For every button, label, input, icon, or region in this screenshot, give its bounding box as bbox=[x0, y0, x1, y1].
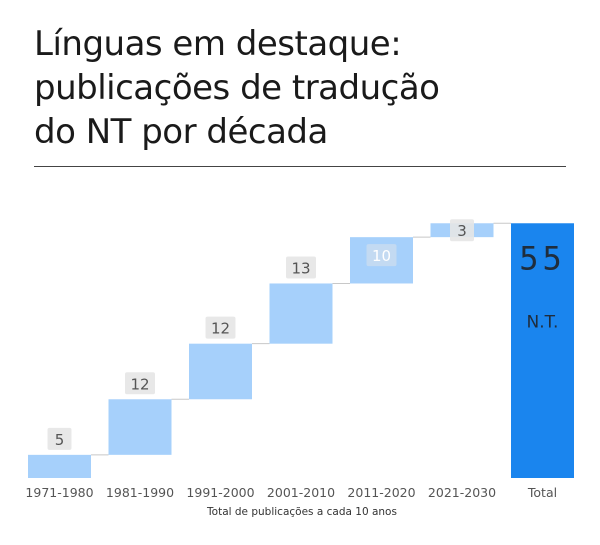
total-sub-label: N.T. bbox=[527, 312, 559, 332]
bar-2001-2010 bbox=[269, 283, 333, 344]
x-tick-label-2021-2030: 2021-2030 bbox=[428, 485, 496, 500]
bar-1971-1980 bbox=[28, 454, 91, 478]
data-label-bg-1991-2000 bbox=[205, 316, 236, 339]
x-tick-label-2001-2010: 2001-2010 bbox=[267, 485, 335, 500]
data-label-2021-2030: 3 bbox=[457, 222, 467, 240]
data-label-2001-2010: 13 bbox=[291, 259, 310, 277]
bar-1981-1990 bbox=[108, 399, 172, 455]
x-tick-label-2011-2020: 2011-2020 bbox=[347, 485, 415, 500]
x-tick-label-1981-1990: 1981-1990 bbox=[106, 485, 174, 500]
data-label-2011-2020: 10 bbox=[372, 247, 391, 265]
bar-2011-2020 bbox=[350, 237, 413, 284]
title-line-1: Línguas em destaque: bbox=[34, 24, 402, 64]
bar-1991-2000 bbox=[189, 343, 252, 400]
data-label-bg-1981-1990 bbox=[125, 372, 155, 395]
bar-total bbox=[511, 223, 574, 478]
data-label-bg-1971-1980 bbox=[47, 427, 72, 450]
x-tick-label-1991-2000: 1991-2000 bbox=[186, 485, 254, 500]
data-label-1981-1990: 12 bbox=[130, 375, 149, 393]
title-line-3: do NT por década bbox=[34, 112, 328, 152]
x-axis-label: Total de publicações a cada 10 anos bbox=[206, 506, 397, 518]
x-tick-label-total: Total bbox=[527, 485, 557, 500]
data-label-1971-1980: 5 bbox=[55, 431, 65, 449]
data-label-bg-2021-2030 bbox=[450, 219, 474, 242]
data-label-bg-2011-2020 bbox=[366, 244, 397, 267]
title-divider bbox=[34, 166, 566, 167]
total-value-label: 55 bbox=[519, 239, 566, 277]
title-line-2: publicações de tradução bbox=[34, 68, 440, 108]
data-label-bg-2001-2010 bbox=[286, 256, 316, 279]
data-label-1991-2000: 12 bbox=[211, 320, 230, 338]
chart-title: Línguas em destaque: publicações de trad… bbox=[34, 22, 574, 154]
x-tick-label-1971-1980: 1971-1980 bbox=[25, 485, 93, 500]
